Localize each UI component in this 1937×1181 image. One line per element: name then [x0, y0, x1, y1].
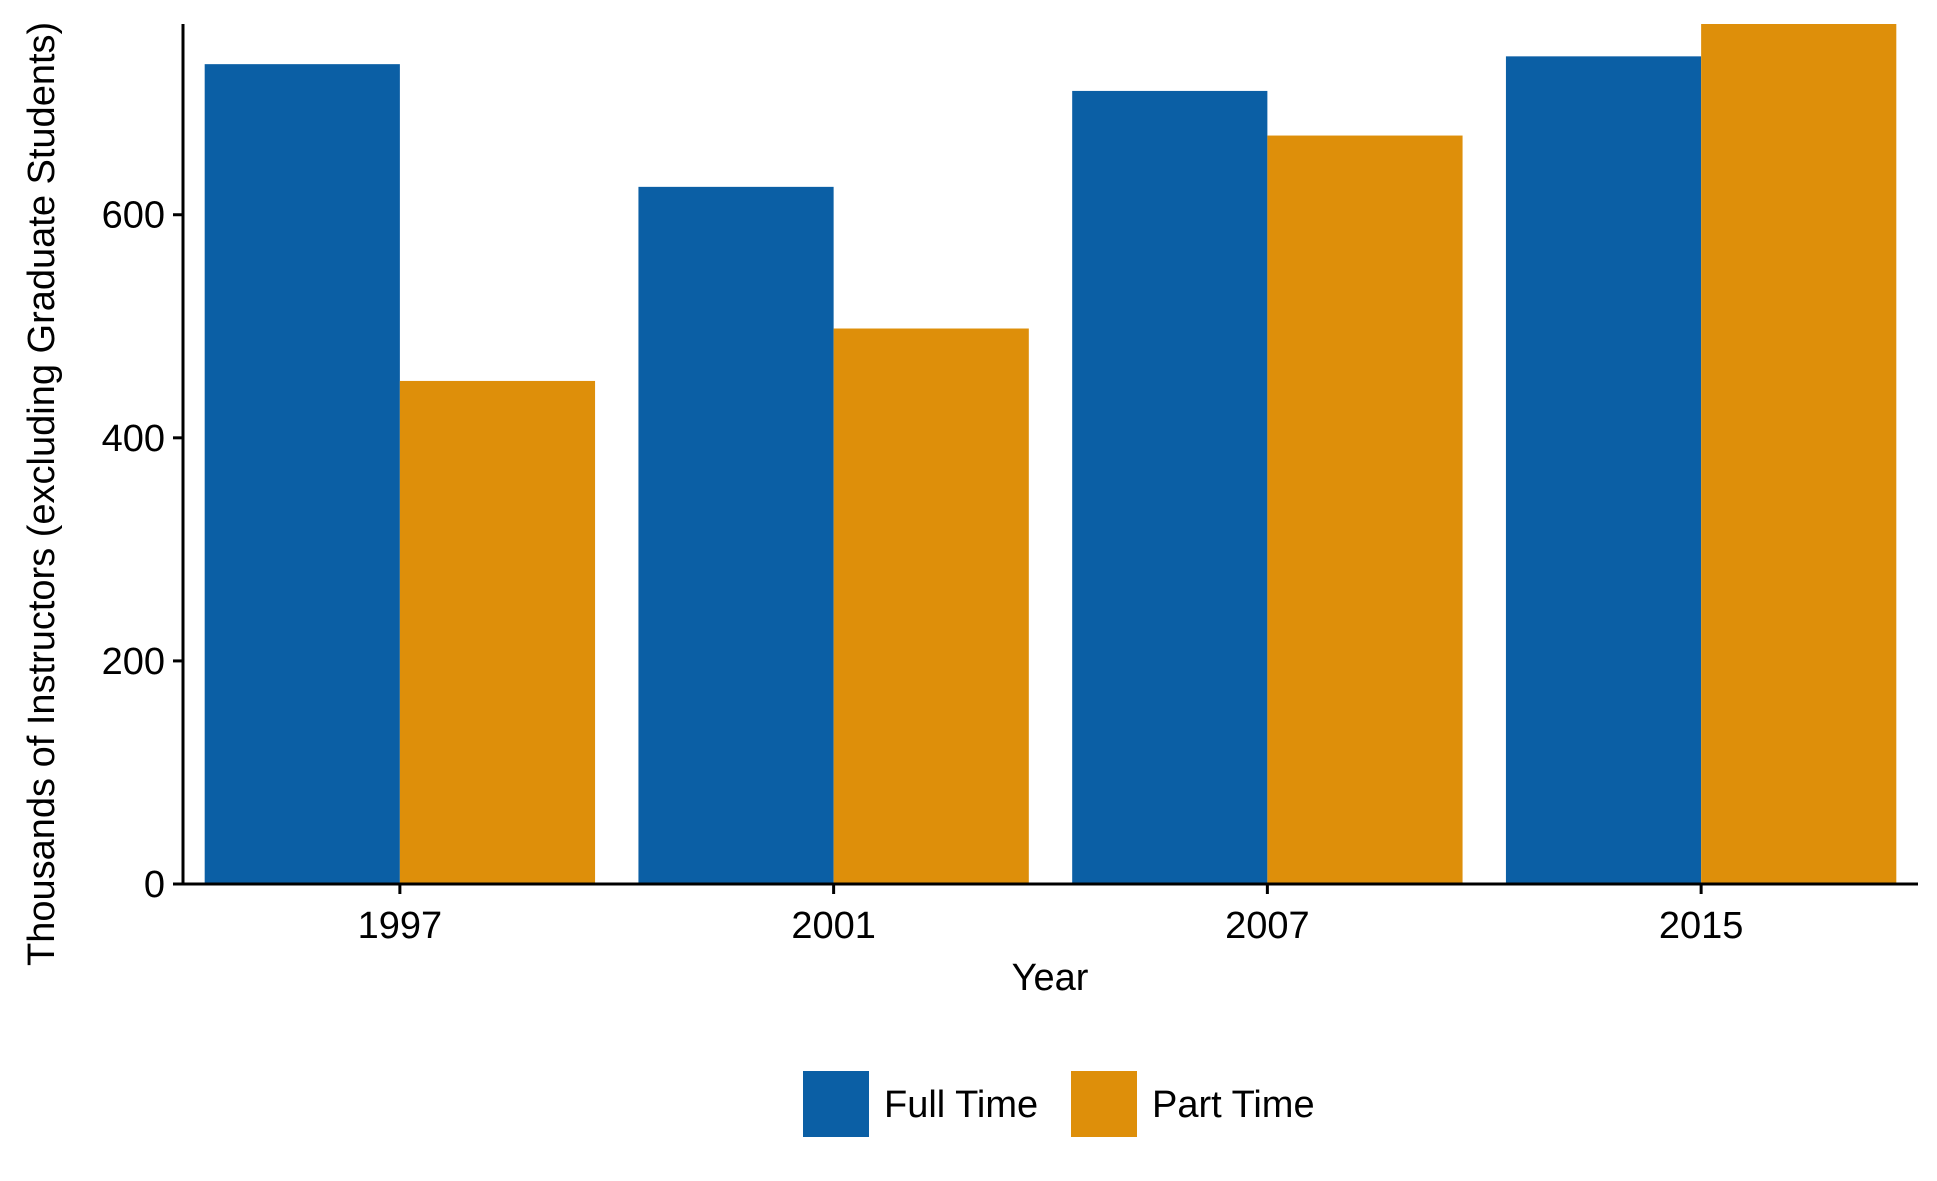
- bar-part-time-2007: [1267, 135, 1463, 884]
- x-tick-label: 2015: [1659, 905, 1744, 947]
- x-axis-ticks: 1997 2001 2007 2015: [358, 884, 1744, 947]
- legend-swatch-part-time: [1071, 1071, 1137, 1137]
- bar-part-time-2015: [1701, 24, 1897, 884]
- legend: Full Time Part Time: [803, 1071, 1315, 1137]
- x-tick-label: 2007: [1225, 905, 1310, 947]
- y-tick-label: 600: [102, 195, 165, 237]
- bar-full-time-2015: [1505, 56, 1702, 885]
- bar-full-time-2007: [1072, 90, 1268, 884]
- y-tick-label: 0: [144, 864, 165, 906]
- legend-label: Part Time: [1152, 1084, 1315, 1126]
- legend-swatch-full-time: [803, 1071, 869, 1137]
- bar-full-time-1997: [204, 64, 400, 884]
- y-axis-label: Thousands of Instructors (excluding Grad…: [21, 22, 63, 966]
- y-tick-label: 400: [102, 418, 165, 460]
- x-tick-label: 1997: [358, 905, 443, 947]
- bar-part-time-2001: [833, 328, 1029, 884]
- x-axis-label: Year: [1012, 957, 1089, 999]
- x-tick-label: 2001: [791, 905, 876, 947]
- y-tick-label: 200: [102, 641, 165, 683]
- bar-part-time-1997: [399, 380, 596, 884]
- bar-full-time-2001: [638, 186, 834, 884]
- y-axis-ticks: 0 200 400 600: [102, 195, 183, 906]
- legend-label: Full Time: [884, 1084, 1038, 1126]
- bars-group: [204, 24, 1897, 885]
